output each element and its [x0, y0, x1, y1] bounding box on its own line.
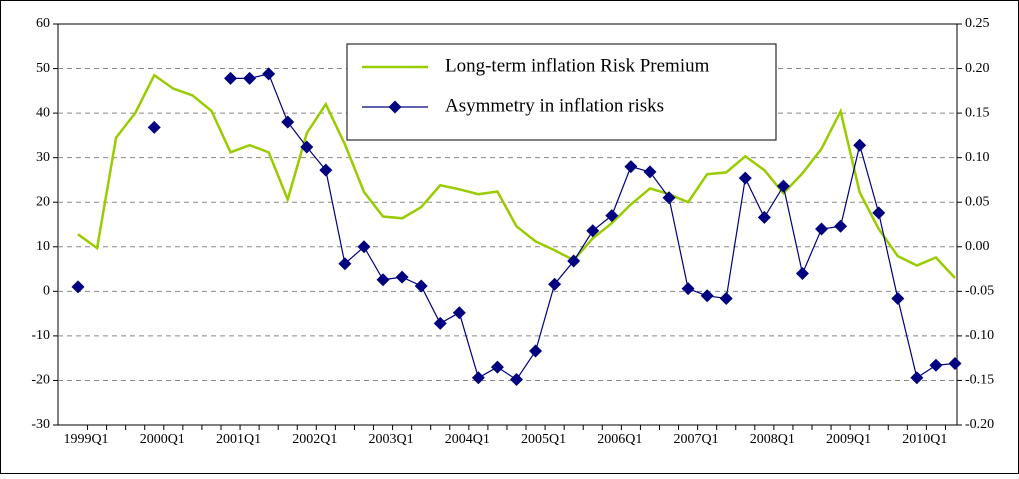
data-point [605, 209, 619, 223]
x-tick-label: 2002Q1 [292, 432, 337, 447]
data-point [738, 171, 752, 185]
data-point [681, 282, 695, 296]
y2-tick-label: 0.15 [965, 105, 990, 120]
data-point [815, 222, 829, 236]
data-point [414, 279, 428, 293]
y2-tick-label: 0.05 [965, 194, 990, 209]
data-point [929, 358, 943, 372]
y-tick-label: -30 [31, 417, 50, 432]
y2-tick-label: 0.20 [965, 61, 990, 76]
plot-frame [57, 23, 958, 426]
data-point [281, 115, 295, 129]
y2-tick-label: 0.25 [965, 16, 990, 31]
y-tick-label: 0 [43, 284, 50, 299]
data-point [776, 179, 790, 193]
y-tick-label: -20 [31, 373, 50, 388]
data-point [529, 344, 543, 358]
y-tick-label: 20 [36, 194, 50, 209]
y2-tick-label: 0.00 [965, 239, 990, 254]
data-point [262, 67, 276, 81]
data-point [719, 291, 733, 305]
data-point [71, 280, 85, 294]
data-point [795, 267, 809, 281]
data-point [548, 277, 562, 291]
data-point [853, 138, 867, 152]
legend-box [346, 43, 777, 141]
y2-tick-label: -0.15 [965, 373, 994, 388]
legend-label: Long-term inflation Risk Premium [445, 55, 710, 76]
y-tick-label: 50 [36, 61, 50, 76]
data-point [243, 71, 257, 85]
x-tick-label: 2005Q1 [521, 432, 566, 447]
data-point [395, 270, 409, 284]
data-point [891, 291, 905, 305]
x-tick-label: 2010Q1 [902, 432, 947, 447]
data-point [452, 306, 466, 320]
data-point [319, 163, 333, 177]
data-point [643, 165, 657, 179]
data-point [757, 210, 771, 224]
data-point [300, 140, 314, 154]
data-point [510, 373, 523, 387]
data-point [910, 371, 924, 385]
legend-marker [388, 100, 402, 114]
data-point [357, 240, 371, 254]
data-point [948, 357, 962, 371]
y2-tick-label: -0.20 [965, 417, 994, 432]
data-point [700, 289, 714, 303]
data-point [490, 360, 504, 374]
data-point [834, 219, 848, 233]
data-point [338, 257, 352, 271]
data-point [624, 160, 638, 174]
data-point [567, 254, 581, 268]
x-tick-label: 2009Q1 [826, 432, 871, 447]
x-tick-label: 2001Q1 [216, 432, 261, 447]
y2-tick-label: -0.10 [965, 328, 994, 343]
data-point [147, 120, 161, 134]
x-tick-label: 2004Q1 [445, 432, 490, 447]
x-tick-label: 2003Q1 [368, 432, 413, 447]
data-point [662, 191, 676, 205]
x-tick-label: 2007Q1 [674, 432, 719, 447]
x-tick-label: 2008Q1 [750, 432, 795, 447]
legend: Long-term inflation Risk Premium Asymmetr… [346, 43, 777, 141]
legend-label: Asymmetry in inflation risks [445, 95, 664, 116]
y-tick-label: 30 [36, 150, 50, 165]
y-tick-label: -10 [31, 328, 50, 343]
x-tick-label: 1999Q1 [63, 432, 108, 447]
y-tick-label: 60 [36, 16, 50, 31]
y2-tick-label: 0.10 [965, 150, 990, 165]
data-point [376, 273, 390, 287]
y-tick-label: 40 [36, 105, 50, 120]
series-line [77, 73, 956, 279]
data-point [586, 224, 600, 238]
x-tick-label: 2006Q1 [597, 432, 642, 447]
data-point [872, 206, 886, 220]
y2-tick-label: -0.05 [965, 284, 994, 299]
data-point [224, 71, 238, 85]
x-tick-label: 2000Q1 [140, 432, 185, 447]
data-point [433, 316, 447, 330]
y-tick-label: 10 [36, 239, 50, 254]
data-point [471, 371, 485, 385]
